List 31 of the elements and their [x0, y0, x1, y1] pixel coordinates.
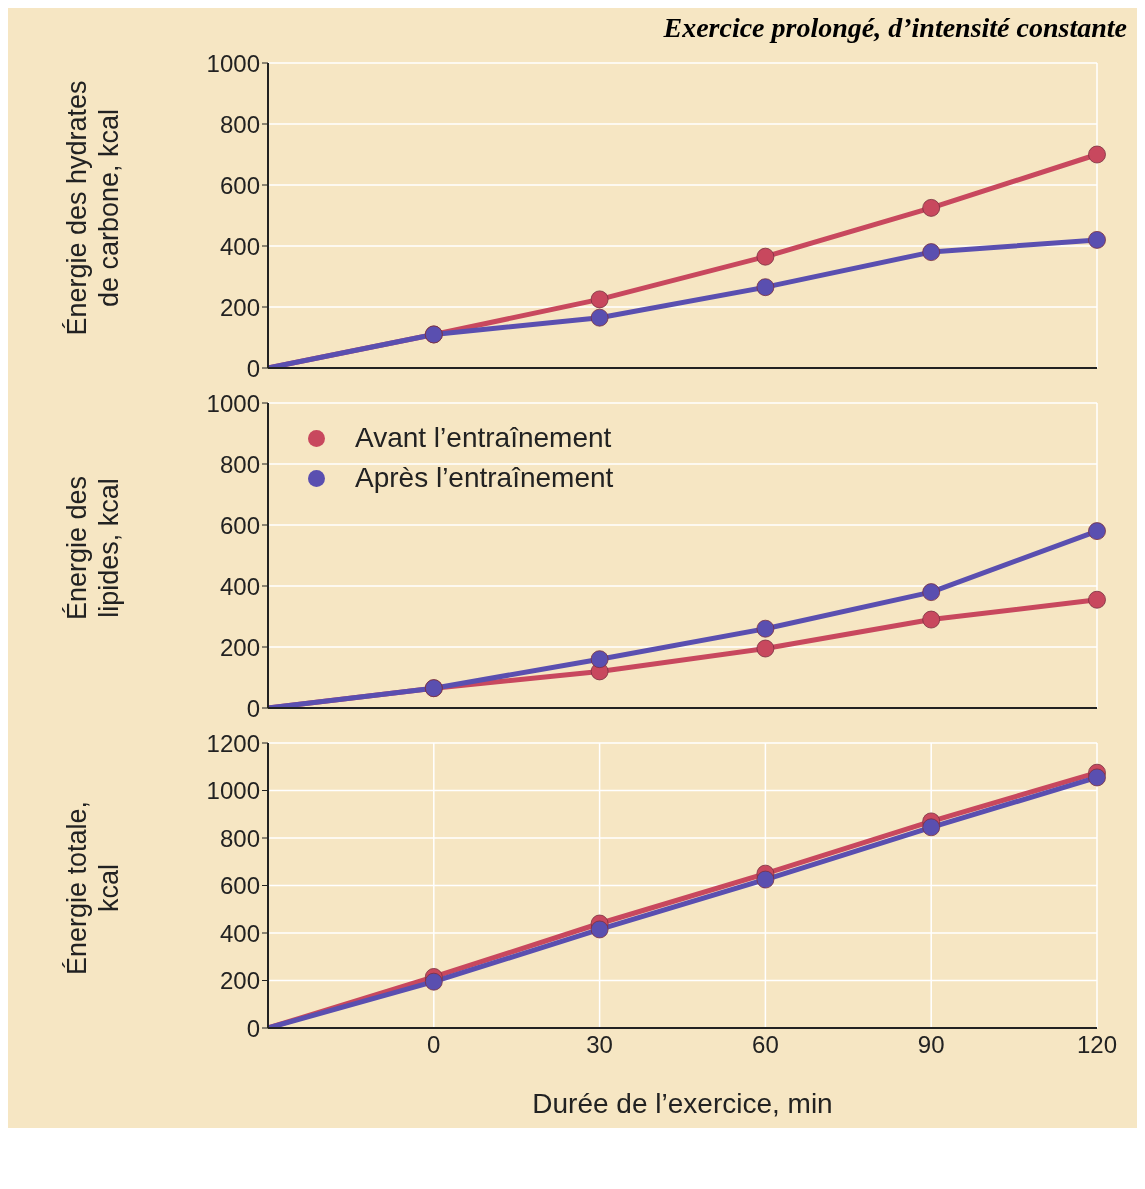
y-tick-label: 400 [219, 919, 260, 947]
y-tick-label: 1200 [206, 729, 260, 757]
x-axis-title: Durée de l’exercice, min [532, 1088, 833, 1119]
chart-title: Exercice prolongé, d’intensité constante [662, 11, 1128, 45]
y-axis-title: Énergie des lipides, kcal [62, 475, 124, 621]
y-tick-label: 1000 [206, 777, 260, 805]
y-tick-label: 0 [246, 1014, 260, 1042]
y-axis-title: Énergie totale, kcal [62, 800, 124, 976]
y-tick-label: 200 [219, 633, 260, 661]
y-tick-label: 800 [219, 824, 260, 852]
y-tick-label: 400 [219, 232, 260, 260]
y-axis-title: Énergie des hydrates de carbone, kcal [62, 80, 124, 336]
y-tick-label: 200 [219, 967, 260, 995]
x-tick-label: 120 [1076, 1031, 1118, 1059]
x-tick-label: 30 [586, 1031, 613, 1059]
y-tick-label: 800 [219, 110, 260, 138]
y-tick-label: 600 [219, 872, 260, 900]
y-tick-label: 1000 [206, 49, 260, 77]
x-tick-label: 0 [427, 1031, 441, 1059]
x-tick-label: 60 [752, 1031, 779, 1059]
y-tick-label: 0 [246, 694, 260, 722]
y-tick-label: 1000 [206, 389, 260, 417]
y-tick-label: 800 [219, 450, 260, 478]
y-tick-label: 600 [219, 171, 260, 199]
y-tick-label: 0 [246, 354, 260, 382]
legend-label: Avant l’entraînement [355, 422, 612, 454]
y-tick-label: 400 [219, 572, 260, 600]
y-tick-label: 600 [219, 511, 260, 539]
legend-label: Après l’entraînement [355, 462, 614, 494]
x-tick-label: 90 [917, 1031, 945, 1059]
y-tick-label: 200 [219, 293, 260, 321]
